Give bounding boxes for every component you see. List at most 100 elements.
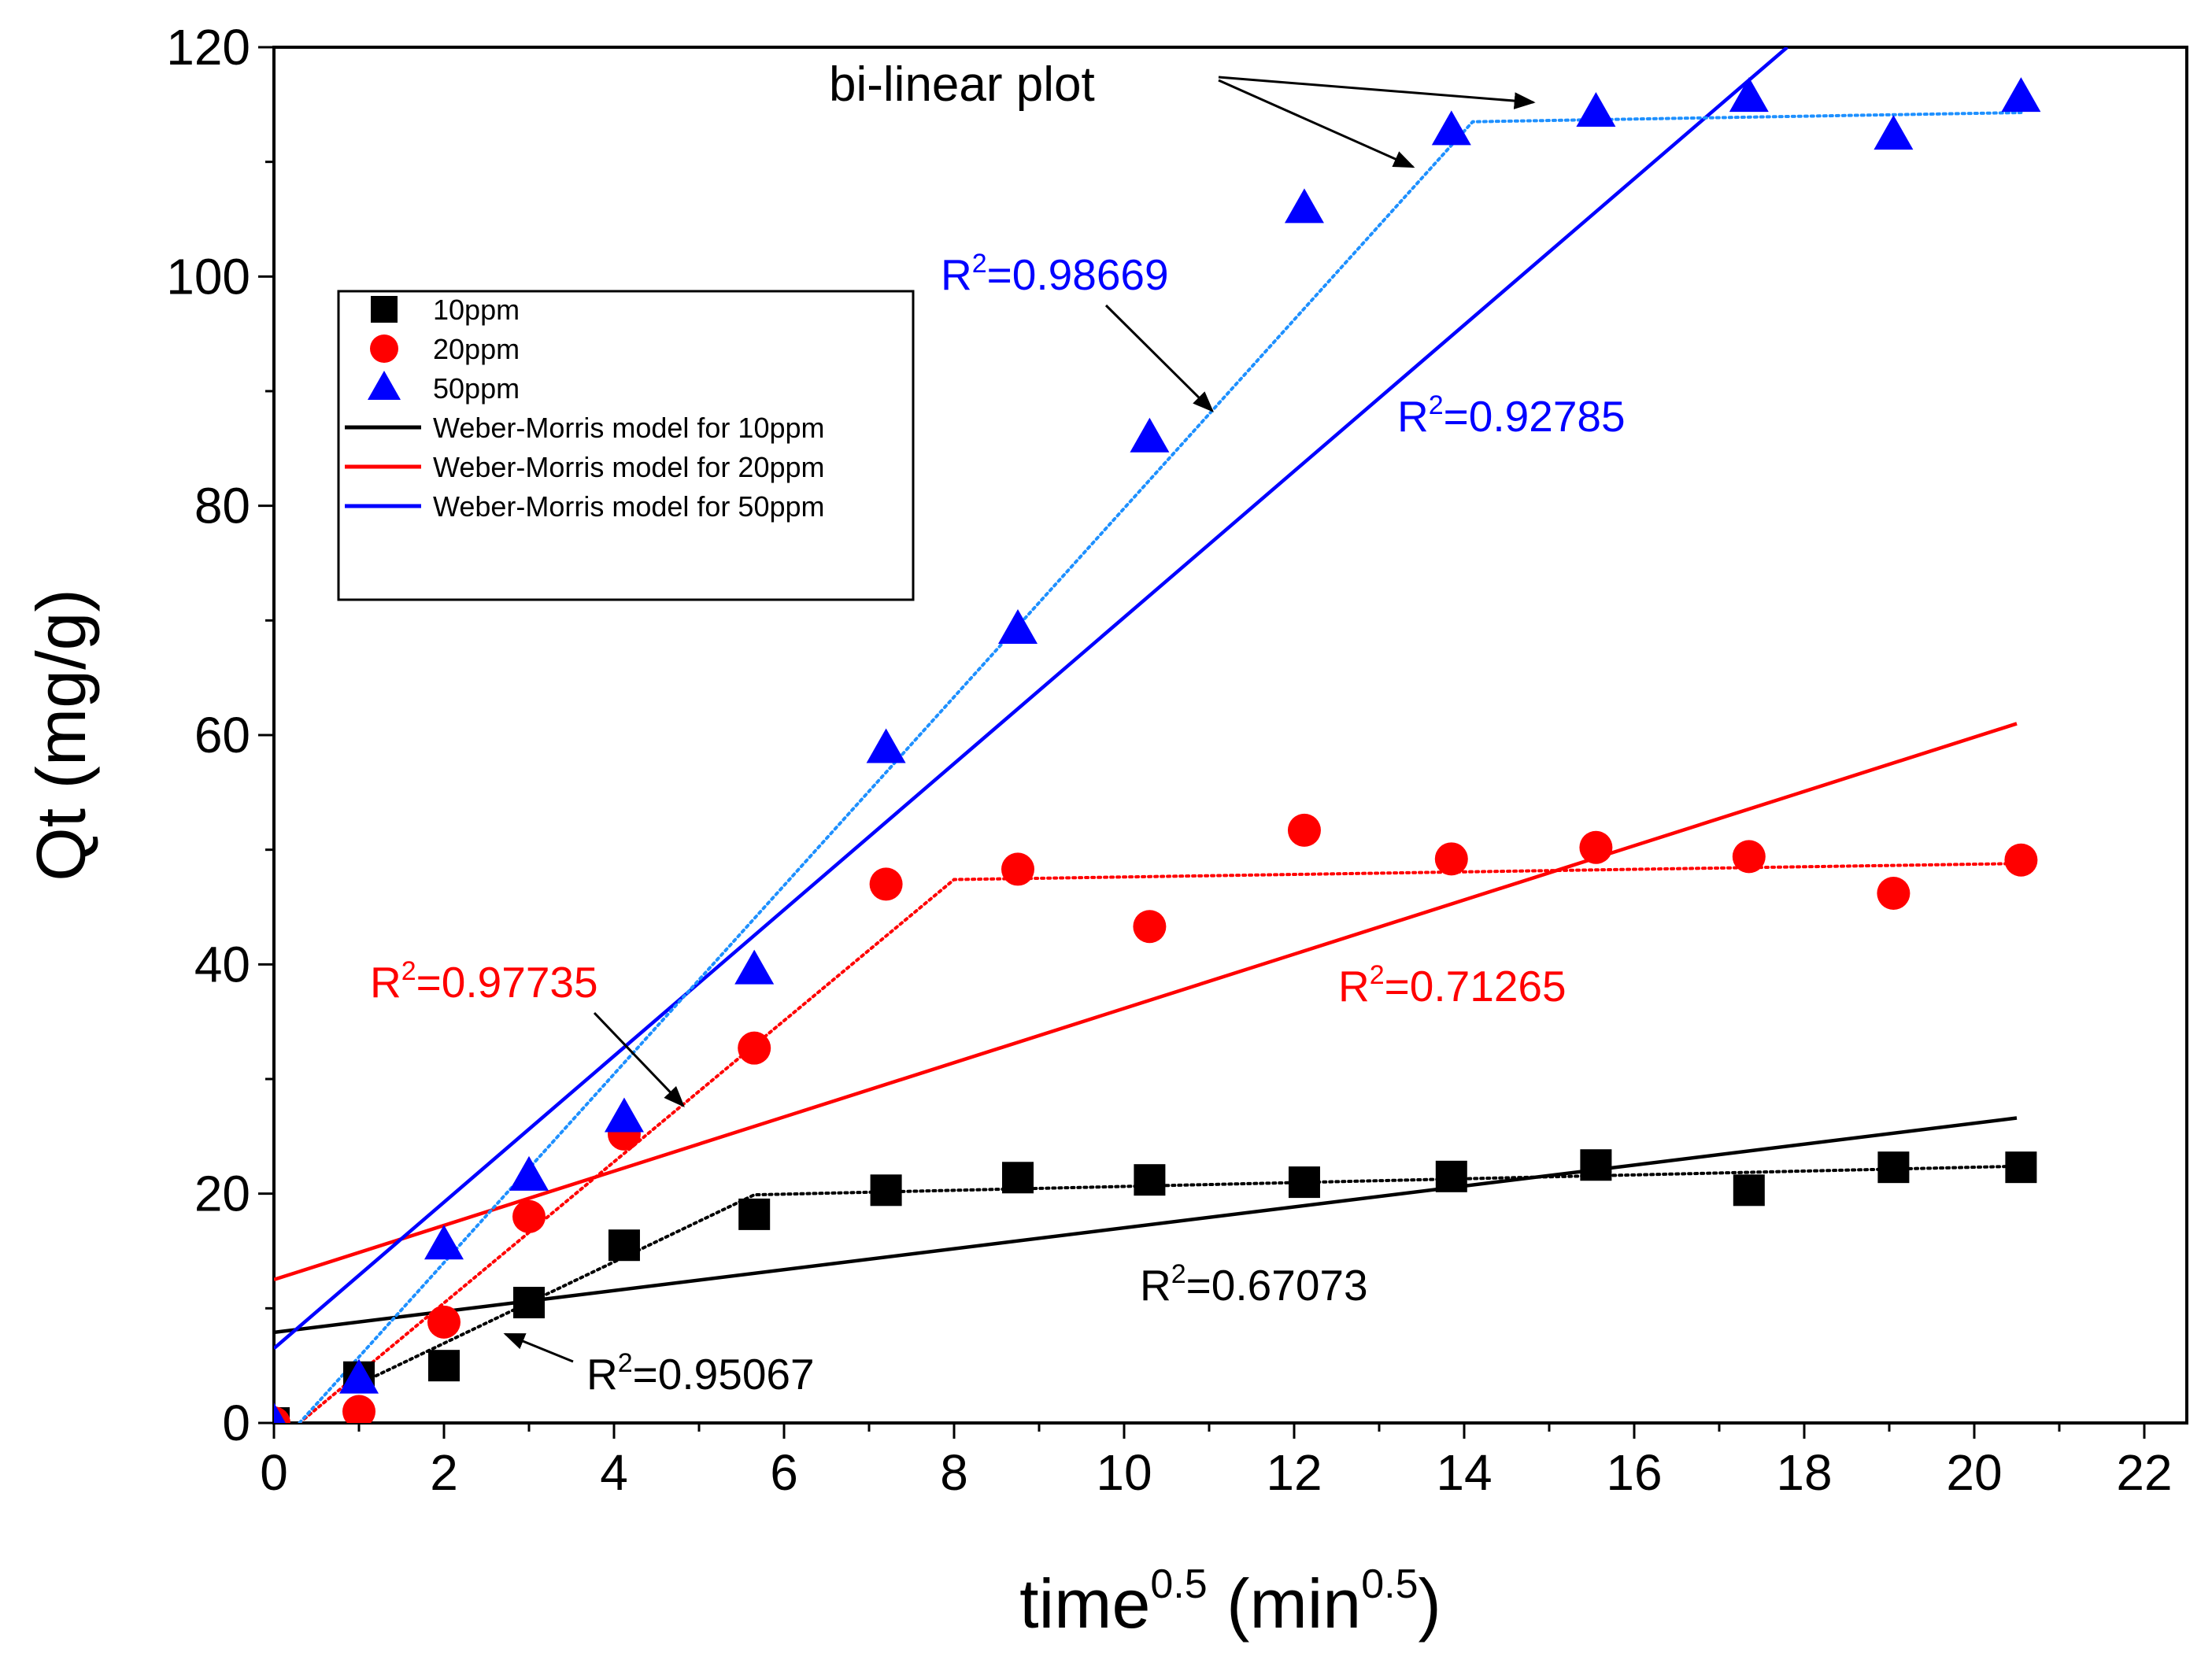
- y-tick-label: 100: [166, 248, 250, 305]
- x-tick-label: 14: [1436, 1444, 1492, 1501]
- legend-label: 20ppm: [433, 333, 520, 365]
- point-50ppm: [339, 1358, 379, 1394]
- axis-tick-labels: 0 2 4 6 8 10 12 14 16 18 20 22 0 20 40 60 80 100 120: [166, 19, 2172, 1501]
- point-10ppm: [1002, 1162, 1034, 1194]
- point-50ppm: [734, 949, 775, 985]
- r2-label-10ppm-bilinear: R2=0.95067: [586, 1348, 815, 1399]
- x-tick-label: 4: [600, 1444, 628, 1501]
- arrow-bilinear-top: [1218, 76, 1536, 109]
- point-10ppm: [608, 1229, 640, 1262]
- y-tick-label: 20: [194, 1166, 250, 1222]
- point-10ppm: [1580, 1149, 1612, 1181]
- legend-swatch-square: [371, 296, 398, 323]
- r2-label-20ppm-bilinear: R2=0.97735: [370, 956, 598, 1007]
- arrow-r2-10ppm: [503, 1332, 574, 1363]
- point-50ppm: [1729, 77, 1769, 113]
- point-10ppm: [1288, 1166, 1320, 1199]
- r2-label-20ppm-model: R2=0.71265: [1338, 960, 1567, 1011]
- point-20ppm: [1877, 877, 1911, 911]
- plot-frame: [272, 46, 2188, 1425]
- x-tick-label: 20: [1946, 1444, 2002, 1501]
- point-20ppm: [512, 1199, 546, 1233]
- legend-label: Weber-Morris model for 20ppm: [433, 451, 825, 483]
- y-tick-label: 60: [194, 707, 250, 763]
- x-tick-label: 12: [1266, 1444, 1322, 1501]
- x-tick-label: 8: [940, 1444, 968, 1501]
- bilinear-line-10ppm: [357, 1164, 2023, 1386]
- point-10ppm: [1134, 1164, 1166, 1196]
- legend-label: 10ppm: [433, 294, 520, 326]
- point-20ppm: [1579, 830, 1613, 864]
- y-tick-label: 80: [194, 478, 250, 534]
- r2-label-10ppm-model: R2=0.67073: [1140, 1259, 1368, 1310]
- legend-label: 50ppm: [433, 372, 520, 405]
- x-tick-label: 22: [2116, 1444, 2172, 1501]
- point-10ppm: [1877, 1151, 1910, 1184]
- legend-circle-marker: [370, 334, 398, 363]
- legend: 10ppm 20ppm 50ppm Weber-Morris model for 10…: [337, 290, 915, 601]
- x-axis-title: time0.5 (min0.5): [1019, 1561, 1441, 1643]
- point-20ppm: [342, 1395, 375, 1423]
- point-20ppm: [1133, 910, 1167, 944]
- bilinear-lines: [298, 111, 2023, 1423]
- legend-label: Weber-Morris model for 10ppm: [433, 412, 825, 444]
- bilinear-line-50ppm: [298, 111, 2023, 1423]
- x-tick-label: 10: [1096, 1444, 1152, 1501]
- point-50ppm: [424, 1225, 464, 1260]
- point-20ppm: [1287, 813, 1321, 847]
- y-tick-label: 40: [194, 936, 250, 992]
- model-line-50ppm: [274, 47, 1788, 1351]
- r2-label-50ppm-model: R2=0.92785: [1397, 390, 1626, 441]
- legend-square-marker: [371, 296, 398, 323]
- point-20ppm: [738, 1031, 771, 1065]
- point-10ppm: [2005, 1151, 2037, 1184]
- point-50ppm: [2001, 77, 2041, 113]
- point-20ppm: [1434, 842, 1468, 876]
- point-20ppm: [869, 867, 903, 901]
- annotation-bilinear-plot: bi-linear plot: [829, 57, 1095, 112]
- arrow-bilinear-lower: [1218, 79, 1415, 168]
- r2-label-50ppm-bilinear: R2=0.98669: [941, 249, 1169, 299]
- legend-swatch-triangle: [368, 371, 401, 400]
- point-10ppm: [870, 1174, 902, 1207]
- point-50ppm: [604, 1097, 644, 1133]
- point-10ppm: [738, 1198, 771, 1230]
- point-50ppm: [1874, 115, 1914, 150]
- point-20ppm: [2004, 843, 2038, 877]
- y-tick-label: 0: [222, 1395, 250, 1451]
- legend-box: [337, 290, 915, 601]
- legend-swatch-circle: [370, 334, 398, 363]
- y-axis-title: Qt (mg/g): [22, 589, 100, 881]
- point-20ppm: [1001, 852, 1034, 886]
- point-50ppm: [866, 728, 906, 763]
- point-50ppm: [1431, 110, 1471, 146]
- x-tick-label: 2: [430, 1444, 458, 1501]
- model-lines: [274, 47, 2018, 1351]
- point-10ppm: [428, 1350, 460, 1382]
- point-50ppm: [1284, 188, 1324, 224]
- x-tick-label: 0: [260, 1444, 288, 1501]
- point-50ppm: [1130, 417, 1170, 453]
- model-line-20ppm: [274, 722, 2018, 1282]
- legend-label: Weber-Morris model for 50ppm: [433, 490, 825, 523]
- point-10ppm: [513, 1287, 545, 1319]
- y-tick-label: 120: [166, 19, 250, 76]
- legend-triangle-marker: [368, 371, 401, 400]
- x-tick-label: 6: [770, 1444, 798, 1501]
- x-tick-label: 18: [1776, 1444, 1832, 1501]
- point-50ppm: [274, 1402, 286, 1423]
- data-markers: [274, 77, 2041, 1423]
- arrow-r2-20ppm: [593, 1011, 685, 1107]
- axis-ticks: [258, 46, 2146, 1439]
- point-10ppm: [1435, 1160, 1467, 1192]
- x-tick-label: 16: [1606, 1444, 1662, 1501]
- arrow-r2-50ppm: [1104, 304, 1214, 412]
- point-10ppm: [1733, 1174, 1765, 1207]
- point-20ppm: [427, 1305, 461, 1339]
- point-50ppm: [1576, 92, 1616, 127]
- bilinear-line-20ppm: [298, 862, 2023, 1423]
- model-line-10ppm: [274, 1116, 2018, 1335]
- point-20ppm: [1732, 840, 1766, 874]
- point-50ppm: [509, 1155, 549, 1191]
